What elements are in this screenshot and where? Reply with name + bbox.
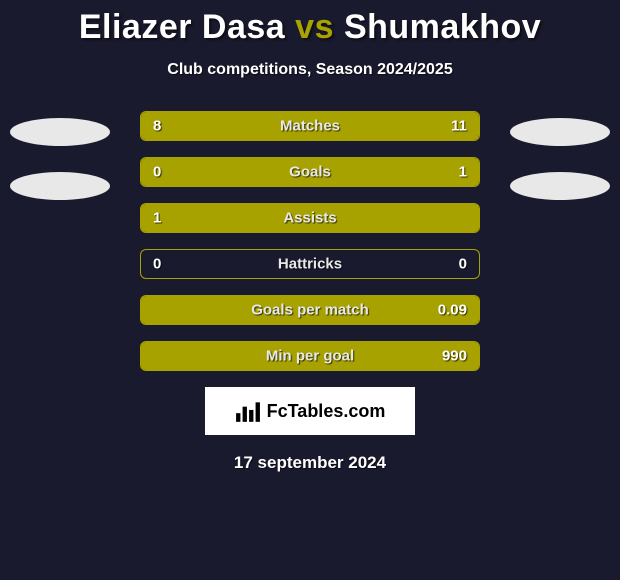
stat-label: Hattricks <box>278 256 342 273</box>
stat-value-left: 8 <box>153 118 161 135</box>
stat-fill-left <box>141 158 209 186</box>
stat-label: Matches <box>280 118 340 135</box>
comparison-card: Eliazer Dasa vs Shumakhov Club competiti… <box>0 0 620 580</box>
stat-value-left: 1 <box>153 210 161 227</box>
stat-value-right: 1 <box>459 164 467 181</box>
page-title: Eliazer Dasa vs Shumakhov <box>0 0 620 47</box>
stats-list: 8Matches110Goals11Assists0Hattricks0Goal… <box>140 111 480 371</box>
stat-value-left: 0 <box>153 164 161 181</box>
stat-row: 0 Hattricks 0 <box>140 249 480 279</box>
decor-ellipses-right <box>510 118 610 226</box>
stat-value-right: 11 <box>451 118 467 135</box>
ellipse <box>10 172 110 200</box>
stat-label: Goals <box>289 164 331 181</box>
stat-label: Min per goal <box>266 348 354 365</box>
player2-name: Shumakhov <box>344 8 541 46</box>
stat-row: 1 Assists <box>140 203 480 233</box>
stat-value-left: 0 <box>153 256 161 273</box>
ellipse <box>510 118 610 146</box>
subtitle: Club competitions, Season 2024/2025 <box>0 61 620 79</box>
ellipse <box>10 118 110 146</box>
stat-value-right: 990 <box>442 348 467 365</box>
decor-ellipses-left <box>10 118 110 226</box>
player1-name: Eliazer Dasa <box>79 8 285 46</box>
stat-row: 8 Matches 11 <box>140 111 480 141</box>
stat-row: Min per goal 990 <box>140 341 480 371</box>
vs-label: vs <box>295 8 334 46</box>
stat-row: Goals per match 0.09 <box>140 295 480 325</box>
badge-text: FcTables.com <box>267 401 386 422</box>
stat-row: 0 Goals 1 <box>140 157 480 187</box>
bar-chart-icon <box>235 400 261 422</box>
stat-value-right: 0.09 <box>438 302 467 319</box>
stat-value-right: 0 <box>459 256 467 273</box>
ellipse <box>510 172 610 200</box>
stat-fill-right <box>209 158 479 186</box>
date-label: 17 september 2024 <box>0 453 620 473</box>
stat-label: Assists <box>283 210 336 227</box>
stat-label: Goals per match <box>251 302 369 319</box>
fctables-badge[interactable]: FcTables.com <box>205 387 415 435</box>
